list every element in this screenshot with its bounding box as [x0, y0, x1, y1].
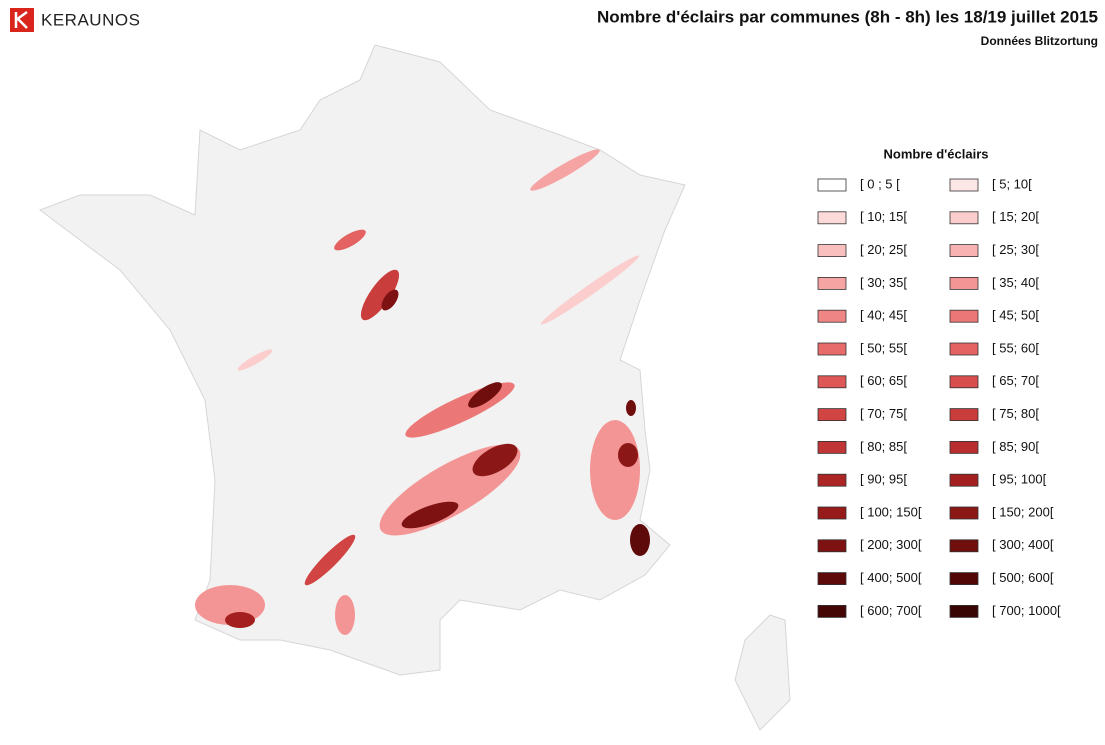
legend-swatch	[817, 342, 847, 356]
legend-swatch	[949, 375, 979, 389]
storm-area	[237, 349, 273, 371]
legend-label: [ 80; 85[	[860, 439, 907, 454]
storm-area	[334, 229, 366, 251]
legend-label: [ 25; 30[	[992, 242, 1039, 257]
legend-label: [ 55; 60[	[992, 340, 1039, 355]
legend-swatch	[949, 178, 979, 192]
legend-label: [ 700; 1000[	[992, 603, 1061, 618]
legend-label: [ 200; 300[	[860, 537, 922, 552]
storm-area	[304, 534, 356, 586]
legend-label: [ 70; 75[	[860, 406, 907, 421]
legend-swatch	[817, 572, 847, 585]
legend-label: [ 60; 65[	[860, 373, 907, 388]
map-title: Nombre d'éclairs par communes (8h - 8h) …	[597, 7, 1098, 26]
map-subtitle: Données Blitzortung	[981, 34, 1098, 48]
legend-swatch	[817, 539, 847, 553]
logo-icon	[10, 8, 34, 32]
legend-label: [ 300; 400[	[992, 537, 1054, 552]
storm-area	[530, 149, 600, 191]
legend-swatch	[817, 375, 847, 389]
legend-label: [ 50; 55[	[860, 340, 907, 355]
storm-area	[626, 400, 636, 416]
legend-swatch	[949, 539, 979, 553]
storm-area	[472, 443, 518, 477]
legend-swatch	[817, 506, 847, 520]
legend-swatch	[817, 440, 847, 454]
legend-swatch	[817, 211, 847, 225]
legend-swatch	[817, 276, 847, 290]
storm-area	[381, 289, 399, 311]
legend-label: [ 600; 700[	[860, 603, 922, 618]
legend-swatch	[817, 605, 847, 618]
legend-label: [ 100; 150[	[860, 504, 922, 519]
legend-swatch	[949, 605, 979, 618]
legend-swatch	[817, 244, 847, 258]
legend-label: [ 20; 25[	[860, 242, 907, 257]
legend-swatch	[949, 572, 979, 585]
legend-swatch	[817, 178, 847, 192]
legend-label: [ 10; 15[	[860, 209, 907, 224]
storm-area	[540, 255, 640, 325]
legend-label: [ 30; 35[	[860, 275, 907, 290]
legend-swatch	[949, 473, 979, 487]
legend-label: [ 0 ; 5 [	[860, 176, 900, 191]
storm-area	[360, 269, 400, 321]
legend-swatch	[949, 276, 979, 290]
legend-swatch	[949, 408, 979, 422]
legend-label: [ 150; 200[	[992, 504, 1054, 519]
storm-area	[630, 524, 650, 556]
legend-swatch	[949, 440, 979, 454]
storm-area	[401, 501, 459, 529]
storm-area	[590, 420, 640, 520]
legend-swatch	[949, 211, 979, 225]
legend-label: [ 35; 40[	[992, 275, 1039, 290]
legend-title: Nombre d'éclairs	[884, 146, 989, 161]
legend-label: [ 500; 600[	[992, 570, 1054, 585]
storm-area	[618, 443, 638, 467]
legend-label: [ 65; 70[	[992, 373, 1039, 388]
legend-label: [ 95; 100[	[992, 472, 1047, 487]
france-outline	[38, 44, 686, 676]
storm-area	[468, 382, 502, 408]
legend-swatch	[949, 506, 979, 520]
storm-area	[335, 595, 355, 635]
storm-area	[225, 612, 255, 628]
legend-label: [ 75; 80[	[992, 406, 1039, 421]
legend-swatch	[817, 473, 847, 487]
legend-label: [ 400; 500[	[860, 570, 922, 585]
legend-label: [ 15; 20[	[992, 209, 1039, 224]
legend-label: [ 85; 90[	[992, 439, 1039, 454]
legend-swatch	[817, 408, 847, 422]
logo-glyph	[14, 10, 28, 29]
legend-label: [ 45; 50[	[992, 308, 1039, 323]
legend-label: [ 90; 95[	[860, 472, 907, 487]
legend-swatch	[949, 342, 979, 356]
logo-text: KERAUNOS	[41, 10, 140, 29]
corsica-outline	[734, 614, 791, 731]
legend-swatch	[949, 244, 979, 258]
legend-label: [ 5; 10[	[992, 176, 1032, 191]
legend-label: [ 40; 45[	[860, 308, 907, 323]
storm-areas	[195, 149, 650, 635]
legend-swatch	[949, 309, 979, 323]
legend: Nombre d'éclairs [ 0 ; 5 [ [ 5; 10[ [ 10; …	[817, 146, 1061, 618]
legend-swatch	[817, 309, 847, 323]
